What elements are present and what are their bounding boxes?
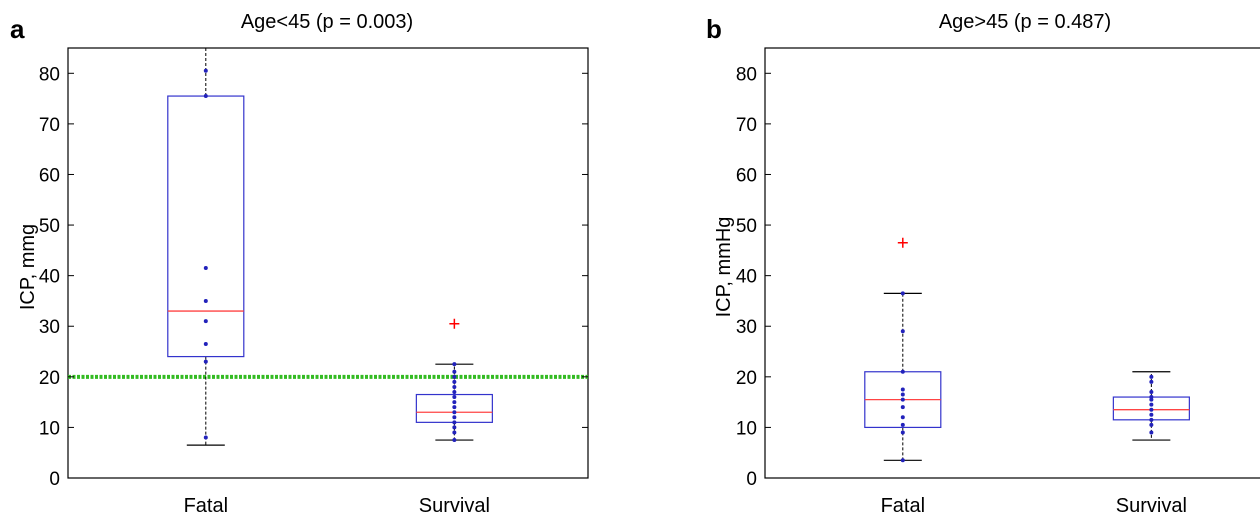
chart-title: Age<45 (p = 0.003) xyxy=(241,11,413,33)
data-point xyxy=(1149,407,1154,412)
y-tick-label: 10 xyxy=(39,418,60,439)
panel-a: a Age<45 (p = 0.003) ICP, mmg 0 10 20 30 40 5… xyxy=(10,11,589,517)
data-point xyxy=(203,341,208,346)
x-category-label: Fatal xyxy=(184,495,228,517)
data-point xyxy=(452,384,457,389)
data-point xyxy=(203,319,208,324)
y-tick-label: 60 xyxy=(39,165,60,186)
box xyxy=(167,95,245,358)
y-tick-label: 40 xyxy=(39,267,60,288)
data-point xyxy=(452,438,457,443)
x-categories: Fatal Survival xyxy=(881,495,1187,517)
data-point xyxy=(1149,422,1154,427)
data-point xyxy=(900,422,905,427)
y-ticks: 0 10 20 30 40 50 60 70 80 xyxy=(736,64,771,490)
data-point xyxy=(900,415,905,420)
data-point xyxy=(1149,379,1154,384)
x-categories: Fatal Survival xyxy=(184,495,490,517)
y-tick-label: 20 xyxy=(39,368,60,389)
data-point xyxy=(1149,390,1154,394)
data-point xyxy=(203,298,208,303)
y-tick-label: 50 xyxy=(736,216,757,237)
x-category-label: Survival xyxy=(419,495,490,517)
plot-frame xyxy=(764,47,1260,479)
data-point xyxy=(452,395,457,400)
data-point xyxy=(452,420,457,425)
data-point xyxy=(203,359,208,364)
y-axis-label: ICP, mmg xyxy=(17,224,39,310)
data-point xyxy=(900,430,905,435)
data-point xyxy=(1149,402,1154,407)
data-point xyxy=(1149,430,1154,435)
data-point xyxy=(452,425,457,430)
data-point xyxy=(203,435,208,440)
chart-title: Age>45 (p = 0.487) xyxy=(939,11,1111,33)
data-point xyxy=(203,94,208,99)
data-point xyxy=(452,374,457,379)
data-point xyxy=(900,291,905,296)
data-point xyxy=(452,410,457,415)
data-point xyxy=(452,415,457,420)
data-point xyxy=(900,392,905,397)
data-point xyxy=(203,68,208,73)
outlier-marker xyxy=(449,318,460,329)
data-point xyxy=(452,400,457,405)
panel-letter: b xyxy=(706,14,722,44)
plot-marks xyxy=(764,47,1260,479)
data-point xyxy=(452,379,457,384)
y-tick-label: 60 xyxy=(736,165,757,186)
data-point xyxy=(900,387,905,392)
data-point xyxy=(900,405,905,410)
panel-b: b Age>45 (p = 0.487) ICP, mmHg 0 10 20 30 40… xyxy=(706,11,1260,517)
y-tick-label: 70 xyxy=(39,115,60,136)
y-tick-label: 0 xyxy=(49,469,60,490)
x-category-label: Survival xyxy=(1116,495,1187,517)
data-point xyxy=(452,430,457,435)
outlier-marker xyxy=(897,237,908,248)
y-axis-label: ICP, mmHg xyxy=(713,217,735,318)
data-point xyxy=(900,458,905,463)
y-tick-label: 70 xyxy=(736,115,757,136)
x-category-label: Fatal xyxy=(881,495,925,517)
data-point xyxy=(452,362,457,367)
data-point xyxy=(1149,395,1154,400)
y-ticks: 0 10 20 30 40 50 60 70 80 xyxy=(39,64,588,490)
panel-letter: a xyxy=(10,14,25,44)
y-tick-label: 20 xyxy=(736,368,757,389)
data-point xyxy=(452,405,457,410)
plot-frame xyxy=(67,47,589,479)
data-point xyxy=(452,369,457,374)
y-tick-label: 0 xyxy=(746,469,757,490)
data-point xyxy=(900,397,905,402)
data-point xyxy=(1149,374,1154,379)
data-point xyxy=(900,369,905,374)
y-tick-label: 30 xyxy=(736,317,757,338)
y-tick-label: 40 xyxy=(736,267,757,288)
y-tick-label: 80 xyxy=(39,64,60,85)
data-point xyxy=(1149,412,1154,417)
data-point xyxy=(203,266,208,271)
data-point xyxy=(1149,417,1154,422)
y-tick-label: 80 xyxy=(736,64,757,85)
y-tick-label: 10 xyxy=(736,418,757,439)
y-tick-label: 50 xyxy=(39,216,60,237)
plot-marks xyxy=(67,47,589,479)
y-tick-label: 30 xyxy=(39,317,60,338)
data-point xyxy=(900,329,905,334)
data-point xyxy=(452,390,457,394)
